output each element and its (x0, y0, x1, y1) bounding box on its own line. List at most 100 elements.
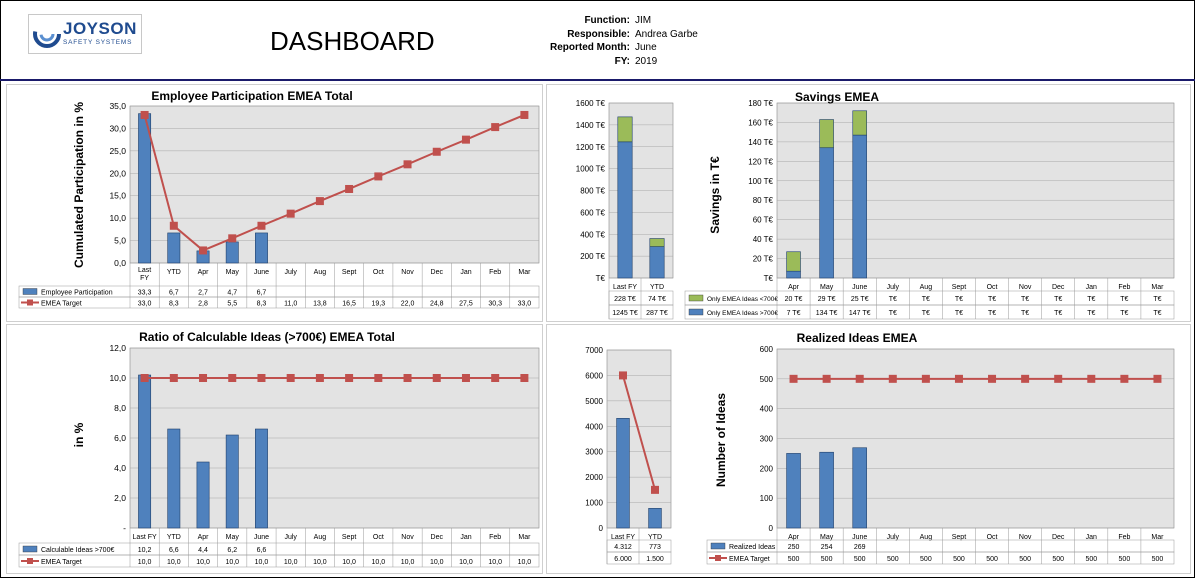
realized-x-tick-label: Dec (1052, 534, 1065, 541)
participation-target-marker (140, 110, 149, 119)
realized-table-value: 500 (788, 556, 800, 563)
ideas_total-bar (616, 418, 630, 529)
participation-legend-label: Employee Participation (41, 290, 113, 297)
ratio-bar (255, 428, 268, 529)
savings-table-value: T€ (922, 296, 930, 303)
realized-table-value: 250 (788, 544, 800, 551)
participation-table-value: 4,7 (227, 290, 237, 297)
realized-x-tick-label: Nov (1019, 534, 1032, 541)
savings-table-value: T€ (1087, 310, 1095, 317)
savings_total-y-tick-label: 1400 T€ (576, 121, 606, 130)
ratio-x-tick-label: Aug (314, 534, 327, 541)
ideas_total-y-tick-label: 7000 (585, 346, 603, 355)
participation-table-value: 13,8 (313, 301, 327, 308)
ratio-table-value: 6,6 (169, 547, 179, 554)
participation-target-marker (520, 110, 529, 119)
realized-x-tick-label: Feb (1118, 534, 1130, 541)
participation-target-marker (286, 209, 295, 218)
ratio-x-tick-label: May (226, 534, 240, 541)
ideas_total-y-tick-label: 5000 (585, 397, 603, 406)
participation-y-tick-label: 25,0 (109, 146, 126, 156)
meta-value-responsible: Andrea Garbe (635, 28, 698, 40)
realized-x-tick-label: Oct (987, 534, 998, 541)
ratio-target-marker (461, 374, 470, 382)
realized-table-value: 500 (887, 556, 899, 563)
participation-table-value: 6,7 (257, 290, 267, 297)
savings-table-value: T€ (1054, 296, 1062, 303)
realized-y-tick-label: 600 (760, 345, 774, 354)
savings-y-tick-label: 80 T€ (753, 196, 774, 205)
savings_total-x-tick-label: YTD (650, 284, 664, 291)
ratio-x-tick-label: Dec (431, 534, 444, 541)
ratio-bar (138, 374, 152, 529)
ideas_total-table-value: 773 (649, 544, 661, 551)
ratio-table-value: 10,0 (342, 559, 356, 566)
savings-y-axis-label: Savings in T€ (708, 156, 722, 234)
participation-target-marker (228, 234, 237, 243)
ratio-y-tick-label: 8,0 (114, 403, 126, 413)
realized-legend-marker (715, 555, 721, 561)
participation-y-tick-label: 0,0 (114, 258, 126, 268)
savings-table-value: T€ (955, 310, 963, 317)
participation-table-value: 8,3 (169, 301, 179, 308)
participation-table-row (18, 296, 540, 309)
savings-y-tick-label: 100 T€ (748, 177, 773, 186)
ideas_total-y-tick-label: 1000 (585, 499, 603, 508)
savings-table-value: 29 T€ (818, 296, 836, 303)
ratio-table-value: 10,0 (196, 559, 210, 566)
savings-y-tick-label: 40 T€ (753, 235, 774, 244)
savings-y-tick-label: 160 T€ (748, 118, 773, 127)
participation-x-tick-label: Apr (198, 269, 210, 276)
participation-target-marker (461, 135, 470, 144)
participation-y-tick-label: 30,0 (109, 123, 126, 133)
participation-legend-marker (27, 299, 33, 306)
savings_total-y-tick-label: 1200 T€ (576, 143, 606, 152)
realized-x-tick-label: Mar (1151, 534, 1164, 541)
savings_total-bar (649, 246, 665, 279)
savings_total-table-value: 287 T€ (646, 310, 668, 317)
savings-bar (852, 110, 867, 136)
participation-x-tick-label: May (226, 269, 240, 276)
realized-table-value: 254 (821, 544, 833, 551)
realized-table-value: 500 (1152, 556, 1164, 563)
ratio-table-value: 10,0 (372, 559, 386, 566)
realized-x-tick-label: Apr (788, 534, 800, 541)
participation-y-tick-label: 5,0 (114, 236, 126, 246)
savings-x-tick-label: May (820, 284, 834, 291)
joyson-swirl-icon (33, 20, 61, 48)
savings_total-table-value: 74 T€ (648, 296, 666, 303)
ratio-table-value: 10,2 (138, 547, 152, 554)
realized-target-marker (988, 374, 997, 383)
ratio-x-tick-label: June (254, 534, 269, 541)
participation-x-tick-label: Nov (401, 269, 414, 276)
meta-value-fy: 2019 (635, 55, 658, 67)
ratio-x-tick-label: Nov (401, 534, 414, 541)
savings_total-x-tick-label: Last FY (613, 284, 637, 291)
participation-x-tick-label: Sept (342, 269, 356, 276)
participation-table-value: 8,3 (257, 301, 267, 308)
participation-y-tick-label: 15,0 (109, 191, 126, 201)
savings-table-value: T€ (1153, 296, 1161, 303)
savings_total-y-tick-label: 200 T€ (580, 252, 605, 261)
ratio-table-value: 10,0 (255, 559, 269, 566)
meta-label-function: Function: (584, 15, 630, 26)
savings-y-tick-label: 20 T€ (753, 255, 774, 264)
header-separator (0, 79, 1195, 81)
ratio-y-tick-label: - (123, 523, 126, 533)
ratio-target-marker (228, 374, 237, 382)
participation-target-marker (432, 147, 441, 156)
participation-x-tick-label: Jan (460, 269, 471, 276)
realized-target-marker (921, 374, 930, 383)
participation-table-value: 19,3 (372, 301, 386, 308)
meta-labels: Function: Responsible: Reported Month: F… (520, 14, 630, 68)
savings-x-tick-label: June (852, 284, 867, 291)
participation-table-value: 22,0 (401, 301, 415, 308)
savings_total-bar (617, 141, 633, 279)
panel-ratio: - 2,0 4,0 6,0 8,0 10,0 12,0 Last FY YTD Apr May Jun… (6, 324, 543, 574)
savings-table-row (684, 304, 1175, 320)
realized-y-tick-label: 0 (769, 524, 774, 533)
savings-x-tick-label: Mar (1151, 284, 1164, 291)
realized-table-value: 500 (1119, 556, 1131, 563)
ratio-x-tick-label: Apr (198, 534, 210, 541)
